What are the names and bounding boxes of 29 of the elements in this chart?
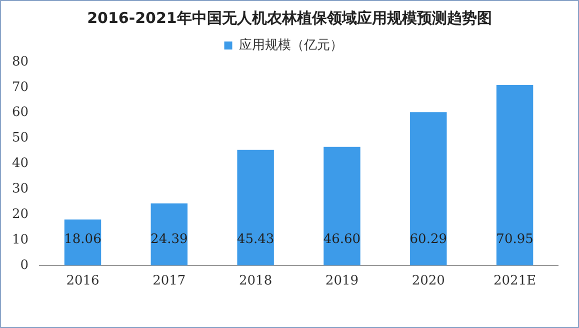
- bar: [64, 219, 102, 266]
- y-tick-label: 70: [12, 80, 29, 95]
- bar: [150, 203, 188, 266]
- data-label: 24.39: [150, 232, 188, 247]
- x-tick-label: 2019: [325, 274, 359, 289]
- x-tick-label: 2020: [412, 274, 445, 289]
- x-tick-label: 2016: [66, 274, 100, 289]
- y-tick-label: 30: [12, 182, 29, 196]
- chart-title: 2016-2021年中国无人机农林植保领域应用规模预测趋势图: [86, 9, 493, 28]
- bar: [496, 85, 534, 266]
- y-tick-label: 20: [12, 206, 29, 222]
- x-tick-label: 2017: [152, 274, 186, 289]
- data-label: 45.43: [236, 232, 274, 247]
- data-label: 60.29: [410, 232, 447, 247]
- bar: [324, 146, 360, 266]
- data-label: 46.60: [323, 232, 361, 247]
- legend-label: 应用规模（亿元）: [238, 36, 343, 53]
- x-tick-label: 2021E: [494, 274, 536, 289]
- y-tick-label: 80: [12, 54, 29, 70]
- x-tick-label: 2018: [239, 274, 272, 289]
- y-tick-label: 50: [12, 130, 29, 146]
- y-tick-label: 40: [12, 156, 29, 172]
- bar: [237, 150, 274, 266]
- y-tick-label: 10: [12, 232, 29, 248]
- bar: [410, 112, 447, 266]
- y-tick-label: 60: [12, 105, 29, 120]
- y-tick-label: 0: [20, 258, 29, 273]
- data-label: 18.06: [64, 232, 102, 247]
- data-label: 70.95: [496, 232, 534, 247]
